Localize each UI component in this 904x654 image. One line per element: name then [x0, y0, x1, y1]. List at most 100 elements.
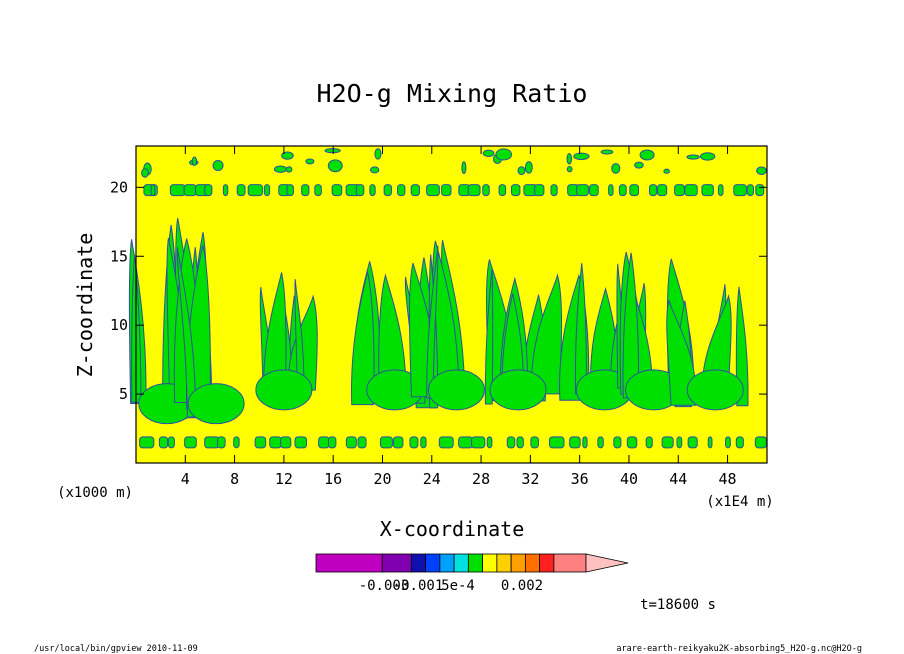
colorbar-segment [453, 553, 469, 573]
moist-blob [158, 436, 169, 449]
moist-blob [410, 184, 420, 197]
moist-blob [530, 436, 539, 449]
moist-base [187, 383, 245, 425]
moist-blob [314, 184, 322, 197]
x-tick-label: 32 [521, 470, 539, 488]
moist-blob [150, 184, 156, 197]
moist-blob [566, 153, 573, 165]
moist-blob [281, 151, 294, 160]
moist-blob [755, 184, 765, 197]
moist-blob [280, 436, 292, 449]
moist-blob [409, 436, 419, 449]
moist-blob [524, 161, 533, 174]
moist-blob [331, 184, 343, 197]
x-tick-label: 44 [669, 470, 687, 488]
moist-blob [286, 184, 294, 197]
moist-blob [461, 161, 467, 175]
moist-blob [374, 148, 382, 160]
x-tick-label: 16 [324, 470, 342, 488]
moist-blob [370, 166, 380, 174]
moist-blob [392, 436, 404, 449]
moist-blob [482, 149, 495, 158]
moist-region [173, 238, 245, 425]
chart-title: H2O-g Mixing Ratio [317, 79, 588, 108]
moist-blob [216, 436, 226, 449]
moist-region [408, 240, 485, 411]
colorbar-segment [482, 553, 498, 573]
moist-blob [482, 184, 490, 197]
colorbar-segment [315, 553, 383, 573]
colorbar-tick-label: -0.003 [359, 578, 410, 594]
moist-base [489, 369, 547, 411]
moist-blob [254, 436, 267, 449]
y-tick-label: 10 [110, 316, 128, 334]
moist-plume [287, 294, 318, 391]
moist-blob [661, 436, 674, 449]
moist-blob [725, 436, 731, 449]
moist-blob [733, 184, 747, 197]
moist-blob [639, 149, 655, 161]
moist-plume [351, 271, 375, 406]
colorbar-tick-label: 5e-4 [441, 578, 475, 594]
moist-blob [191, 156, 198, 167]
x-tick-label: 20 [373, 470, 391, 488]
moist-blob [204, 436, 220, 449]
moist-blob [379, 436, 393, 449]
moist-plume [735, 286, 749, 407]
moist-plume [574, 263, 587, 395]
colorbar-extension-arrow [585, 553, 629, 573]
moist-blob [506, 436, 516, 449]
colorbar-segment [425, 553, 441, 573]
moist-blob [608, 184, 614, 197]
moist-blob [204, 184, 213, 197]
moist-plume [622, 252, 640, 399]
moist-blob [397, 184, 406, 197]
moist-blob [184, 436, 197, 449]
moist-blob [663, 168, 670, 174]
y-tick-label: 20 [110, 178, 128, 196]
moist-blob [686, 154, 700, 160]
moist-blob [550, 184, 558, 197]
moist-blob [569, 436, 581, 449]
moist-blob [212, 159, 224, 172]
x-tick-label: 12 [275, 470, 293, 488]
colorbar-tick-label: 0.002 [501, 578, 543, 594]
moist-blob [263, 184, 271, 197]
moist-blob [324, 148, 341, 154]
x-axis-ticks: 4 8 12 16 20 24 28 32 36 40 44 48 [181, 146, 737, 488]
moist-blob [318, 436, 330, 449]
moist-blob [285, 166, 293, 173]
moist-blob [357, 436, 367, 449]
moist-blob [754, 436, 767, 449]
moist-blob [458, 436, 474, 449]
moist-blob [169, 184, 186, 197]
moist-blob [717, 184, 724, 197]
moist-blob [634, 161, 644, 169]
colorbar-segment [410, 553, 427, 573]
moist-blob [566, 166, 573, 173]
x-tick-label: 4 [181, 470, 190, 488]
moist-blob [600, 149, 614, 155]
moist-blob [438, 436, 454, 449]
moist-blob [369, 184, 376, 197]
moist-blob [674, 184, 685, 197]
moist-blob [471, 436, 486, 449]
colorbar-segment [381, 553, 412, 573]
moist-blob [345, 436, 357, 449]
moist-blob [613, 436, 622, 449]
colorbar-segment [496, 553, 512, 573]
colorbar [315, 553, 629, 573]
moist-blob [573, 152, 590, 161]
moist-base [686, 369, 744, 411]
moist-plume [294, 279, 305, 396]
x-tick-label: 36 [571, 470, 589, 488]
moist-base [255, 369, 313, 411]
moist-blob [486, 436, 493, 449]
moist-blob [426, 184, 440, 197]
x-tick-label: 8 [230, 470, 239, 488]
colorbar-segment [439, 553, 455, 573]
moist-blob [516, 436, 524, 449]
footer-left: /usr/local/bin/gpview 2010-11-09 [34, 644, 198, 654]
moist-blob [548, 436, 565, 449]
